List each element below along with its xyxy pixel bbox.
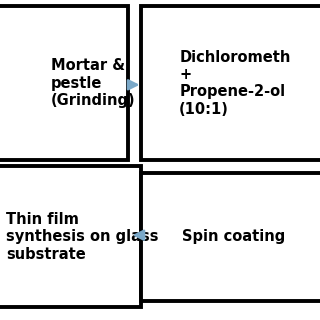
Bar <box>141 173 320 301</box>
Bar <box>0 6 128 160</box>
Text: Spin coating: Spin coating <box>182 229 286 244</box>
Text: Mortar &
pestle
(Grinding): Mortar & pestle (Grinding) <box>51 58 136 108</box>
Text: Dichlorometh
+
Propene-2-ol
(10:1): Dichlorometh + Propene-2-ol (10:1) <box>179 50 291 117</box>
Bar <box>141 6 320 160</box>
Text: Thin film
synthesis on glass
substrate: Thin film synthesis on glass substrate <box>6 212 159 262</box>
Bar <box>0 166 141 307</box>
